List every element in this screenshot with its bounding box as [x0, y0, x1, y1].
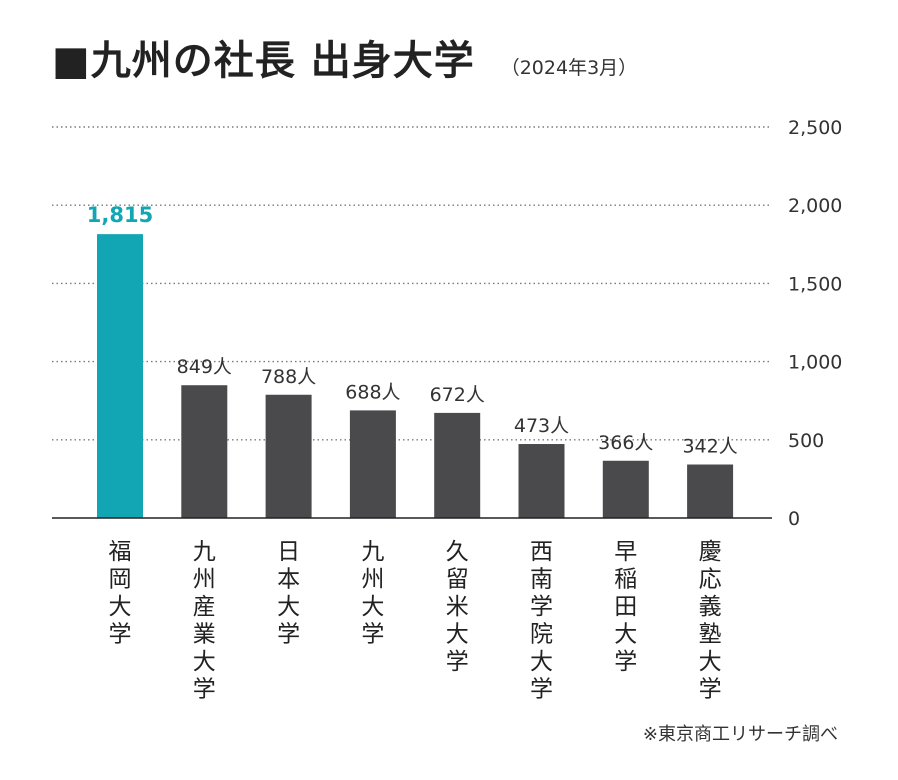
data-label: 342人: [682, 436, 737, 458]
chart-subtitle: （2024年3月）: [500, 57, 638, 79]
x-tick-label: 慶応義塾大学: [699, 539, 722, 703]
bar: [602, 460, 649, 518]
bar: [518, 444, 565, 518]
source-note: ※東京商工リサーチ調べ: [642, 724, 838, 745]
y-tick-label: 2,500: [788, 117, 842, 139]
y-tick-label: 0: [788, 508, 800, 530]
x-tick-label: 九州産業大学: [193, 539, 216, 703]
x-tick-label: 日本大学: [277, 539, 300, 648]
bar: [97, 234, 143, 518]
title-row: ■九州の社長 出身大学 （2024年3月）: [52, 28, 637, 98]
data-label: 788人: [261, 366, 316, 388]
y-tick-label: 500: [788, 430, 824, 452]
data-label: 366人: [598, 432, 653, 454]
data-label: 473人: [514, 415, 569, 437]
data-label: 688人: [345, 381, 400, 403]
bar: [434, 412, 481, 518]
x-tick-label: 久留米大学: [446, 539, 469, 675]
bar: [265, 394, 312, 518]
y-tick-label: 2,000: [788, 195, 842, 217]
data-label: 672人: [430, 384, 485, 406]
x-tick-label: 九州大学: [361, 539, 384, 648]
bar: [687, 464, 734, 518]
y-tick-label: 1,500: [788, 273, 842, 295]
data-label: 849人: [177, 356, 232, 378]
y-tick-label: 1,000: [788, 352, 842, 374]
bar: [349, 410, 396, 518]
x-tick-label: 福岡大学: [109, 539, 132, 648]
chart-title: ■九州の社長 出身大学: [52, 38, 475, 84]
x-tick-label: 西南学院大学: [530, 539, 553, 703]
bar: [181, 385, 228, 518]
data-label: 1,815: [87, 203, 153, 227]
x-tick-label: 早稲田大学: [614, 539, 637, 675]
